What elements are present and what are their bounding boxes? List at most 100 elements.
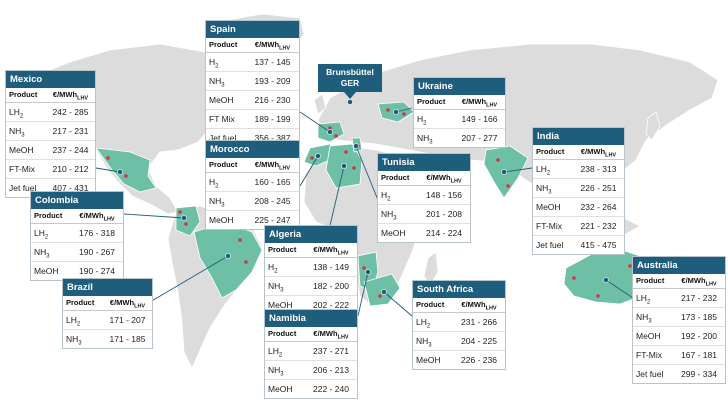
price-row: NH3 201 - 208 xyxy=(378,205,470,224)
box-title: Namibia xyxy=(265,310,357,327)
japan-land xyxy=(645,111,661,141)
price-row: Jet fuel 415 - 475 xyxy=(533,236,624,254)
price-row: H2 160 - 165 xyxy=(206,173,299,192)
price-box-brazil: Brazil Product €/MWhLHV LH2 171 - 207 NH3 171 … xyxy=(62,278,153,349)
price-row: MeOH 202 - 222 xyxy=(265,296,357,314)
price-box-spain: Spain Product €/MWhLHV H2 137 - 145 NH3 193 - … xyxy=(205,20,300,148)
box-title: Brazil xyxy=(63,279,152,296)
price-box-ukraine: Ukraine Product €/MWhLHV H2 149 - 166 NH3 207 … xyxy=(413,77,506,148)
product-name: NH3 xyxy=(206,192,246,210)
price-range: 214 - 224 xyxy=(426,228,462,238)
product-name: NH3 xyxy=(206,72,246,90)
product-subscript: 2 xyxy=(646,299,651,306)
hub-brazil xyxy=(225,253,231,259)
price-range: 207 - 277 xyxy=(461,133,498,143)
price-row: Jet fuel 407 - 431 xyxy=(6,179,95,197)
madagascar-land xyxy=(423,251,439,287)
price-box-colombia: Colombia Product €/MWhLHV LH2 176 - 318 NH3 19… xyxy=(30,191,124,281)
price-range: 202 - 222 xyxy=(313,300,349,310)
leader-namibia xyxy=(357,271,369,317)
product-base: NH xyxy=(536,183,549,193)
box-title: Colombia xyxy=(31,192,123,209)
product-base: FT-Mix xyxy=(9,164,35,174)
product-base: NH xyxy=(381,209,394,219)
price-row: NH3 208 - 245 xyxy=(206,192,299,211)
product-name: Jet fuel xyxy=(6,179,46,197)
product-subscript: 3 xyxy=(548,189,552,196)
product-subscript: 2 xyxy=(426,323,431,330)
price-range: 190 - 267 xyxy=(79,247,115,257)
product-subscript: 3 xyxy=(221,82,225,89)
mexico-region xyxy=(95,147,157,193)
site-marker xyxy=(402,112,406,116)
price-column-header: €/MWhLHV xyxy=(305,243,357,257)
uk-land xyxy=(313,93,327,115)
hub-colombia xyxy=(181,215,187,221)
unit-subscript: LHV xyxy=(485,305,497,312)
product-base: LH xyxy=(66,315,77,325)
product-name: NH3 xyxy=(63,330,103,348)
product-base: MeOH xyxy=(268,384,293,394)
unit-label: €/MWh xyxy=(109,298,135,307)
product-name: LH2 xyxy=(63,311,103,329)
hub-morocco xyxy=(315,153,321,159)
price-box-india: India Product €/MWhLHV LH2 238 - 313 NH3 226 -… xyxy=(532,127,625,255)
product-subscript: 3 xyxy=(393,215,397,222)
product-name: NH3 xyxy=(533,179,573,197)
product-base: MeOH xyxy=(209,95,234,105)
product-name: NH3 xyxy=(265,277,305,295)
callout-line2: GER xyxy=(340,78,360,88)
price-range: 193 - 209 xyxy=(254,76,291,86)
product-name: FT-Mix xyxy=(6,160,46,178)
product-subscript: 2 xyxy=(44,234,49,241)
price-row: FT-Mix 167 - 181 xyxy=(633,346,725,365)
price-row: LH2 242 - 285 xyxy=(6,103,95,122)
product-subscript: 3 xyxy=(78,340,82,347)
price-row: LH2 171 - 207 xyxy=(63,311,152,330)
product-base: LH xyxy=(416,317,427,327)
price-range: 138 - 149 xyxy=(313,262,349,272)
product-base: H xyxy=(381,190,388,200)
price-row: NH3 171 - 185 xyxy=(63,330,152,348)
price-column-header: €/MWhLHV xyxy=(103,296,152,310)
leader-brazil xyxy=(149,255,229,303)
site-marker xyxy=(124,174,128,178)
site-marker xyxy=(106,156,110,160)
price-row: NH3 206 - 213 xyxy=(265,361,357,380)
product-name: LH2 xyxy=(31,224,71,242)
unit-label: €/MWh xyxy=(52,90,78,99)
product-base: NH xyxy=(417,133,430,143)
product-base: NH xyxy=(209,76,222,86)
product-subscript: 2 xyxy=(423,120,427,127)
site-marker xyxy=(344,150,348,154)
product-name: FT-Mix xyxy=(533,217,573,235)
box-title: Australia xyxy=(633,257,725,274)
price-range: 204 - 225 xyxy=(461,336,497,346)
product-name: NH3 xyxy=(413,332,453,350)
product-subscript: 3 xyxy=(428,342,432,349)
product-base: Jet fuel xyxy=(209,133,237,143)
product-name: NH3 xyxy=(633,308,673,326)
price-row: NH3 204 - 225 xyxy=(413,332,505,351)
product-name: H2 xyxy=(414,110,454,128)
site-marker xyxy=(378,294,382,298)
price-range: 237 - 244 xyxy=(52,145,89,155)
box-header-row: Product €/MWhLHV xyxy=(265,327,357,342)
box-title: Spain xyxy=(206,21,299,38)
price-range: 160 - 165 xyxy=(254,177,291,187)
site-marker xyxy=(352,166,356,170)
leader-algeria xyxy=(327,165,345,235)
product-subscript: 3 xyxy=(648,318,652,325)
price-row: NH3 217 - 231 xyxy=(6,122,95,141)
price-range: 299 - 334 xyxy=(681,369,717,379)
product-base: NH xyxy=(9,126,22,136)
price-row: FT-Mix 210 - 212 xyxy=(6,160,95,179)
price-column-header: €/MWhLHV xyxy=(673,274,725,288)
price-range: 173 - 185 xyxy=(681,312,717,322)
price-range: 189 - 199 xyxy=(254,114,291,124)
product-name: NH3 xyxy=(6,122,46,140)
product-name: FT Mix xyxy=(206,110,246,128)
product-base: NH xyxy=(66,334,79,344)
site-marker xyxy=(238,238,242,242)
box-header-row: Product €/MWhLHV xyxy=(413,298,505,313)
